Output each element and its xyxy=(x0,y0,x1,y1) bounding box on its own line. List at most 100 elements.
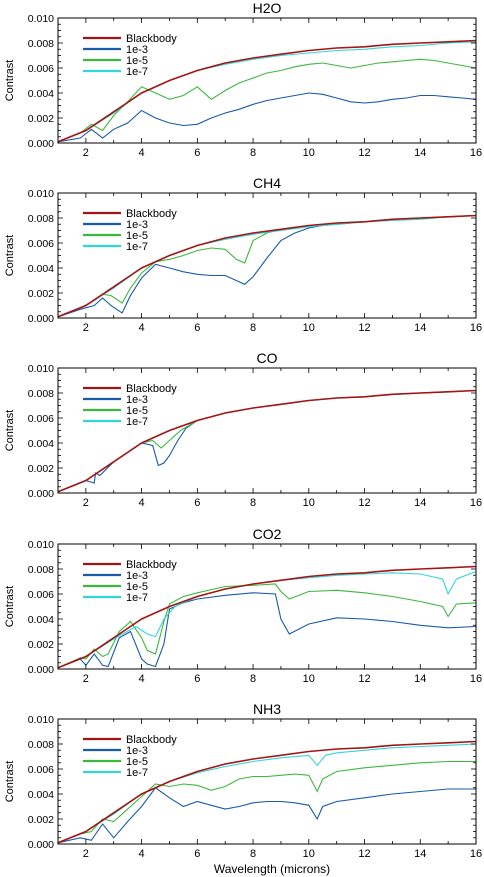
y-tick-label: 0.006 xyxy=(28,413,54,425)
x-tick-label: 14 xyxy=(414,848,426,860)
y-tick-label: 0.000 xyxy=(28,664,54,676)
y-axis-label: Contrast xyxy=(4,235,16,277)
x-tick-label: 8 xyxy=(250,147,256,159)
legend-label: 1e-7 xyxy=(126,241,148,253)
x-tick-label: 4 xyxy=(139,147,145,159)
y-tick-label: 0.008 xyxy=(28,388,54,400)
x-tick-label: 12 xyxy=(358,673,370,685)
y-tick-label: 0.000 xyxy=(28,138,54,150)
legend-label: 1e-3 xyxy=(126,394,148,406)
x-tick-label: 12 xyxy=(358,848,370,860)
legend-label: 1e-7 xyxy=(126,66,148,78)
chart-panel-ch4: CH4 Contrast 2 4 6 8 10 12 14 16 0.000 0.002 0.004 0.… xyxy=(4,175,482,334)
x-tick-label: 4 xyxy=(139,322,145,334)
y-tick-label: 0.008 xyxy=(28,739,54,751)
y-axis-label: Contrast xyxy=(4,60,16,102)
series-line-1e-3 xyxy=(58,92,476,143)
x-tick-label: 2 xyxy=(83,848,89,860)
x-tick-label: 14 xyxy=(414,147,426,159)
legend-label: 1e-7 xyxy=(126,767,148,779)
y-tick-label: 0.006 xyxy=(28,764,54,776)
chart-title: CO2 xyxy=(253,526,282,542)
y-tick-label: 0.004 xyxy=(28,263,54,275)
y-tick-label: 0.004 xyxy=(28,438,54,450)
x-tick-label: 4 xyxy=(139,497,145,509)
series-line-1e-3 xyxy=(58,787,476,844)
chart-panel-nh3: NH3 Contrast 2 4 6 8 10 12 14 16 0.000 0.002 0.004 0.… xyxy=(4,701,482,860)
x-tick-label: 4 xyxy=(139,848,145,860)
panels: H2O Contrast 2 4 6 8 10 12 14 16 0.000 0.002 0.004 0.… xyxy=(4,0,482,860)
x-tick-label: 6 xyxy=(194,673,200,685)
legend-label: 1e-5 xyxy=(126,230,148,242)
x-tick-label: 14 xyxy=(414,497,426,509)
series-line-blackbody xyxy=(58,565,476,669)
x-tick-label: 16 xyxy=(470,147,482,159)
y-tick-label: 0.010 xyxy=(28,539,54,551)
x-tick-label: 6 xyxy=(194,147,200,159)
y-tick-label: 0.006 xyxy=(28,589,54,601)
plot-frame xyxy=(57,718,477,845)
y-tick-label: 0.006 xyxy=(28,63,54,75)
legend-label: Blackbody xyxy=(126,383,177,395)
x-tick-label: 16 xyxy=(470,497,482,509)
legend-label: Blackbody xyxy=(126,734,177,746)
series-line-blackbody xyxy=(58,389,476,493)
legend-label: Blackbody xyxy=(126,33,177,45)
chart-panel-co: CO Contrast 2 4 6 8 10 12 14 16 0.000 0.002 0.004 0.0… xyxy=(4,350,482,509)
series-line-blackbody xyxy=(58,39,476,143)
chart-title: NH3 xyxy=(253,701,281,717)
y-tick-label: 0.004 xyxy=(28,614,54,626)
x-tick-label: 2 xyxy=(83,147,89,159)
y-tick-label: 0.008 xyxy=(28,213,54,225)
x-tick-label: 8 xyxy=(250,673,256,685)
x-tick-label: 2 xyxy=(83,673,89,685)
y-tick-label: 0.002 xyxy=(28,463,54,475)
legend-label: Blackbody xyxy=(126,559,177,571)
x-tick-label: 8 xyxy=(250,848,256,860)
y-tick-label: 0.002 xyxy=(28,814,54,826)
x-tick-label: 12 xyxy=(358,497,370,509)
x-tick-label: 14 xyxy=(414,322,426,334)
series-line-1e-7 xyxy=(58,743,476,844)
series-line-1e-5 xyxy=(58,583,476,669)
x-tick-label: 14 xyxy=(414,673,426,685)
x-tick-label: 8 xyxy=(250,322,256,334)
x-axis-label: Wavelength (microns) xyxy=(214,862,330,876)
x-tick-label: 10 xyxy=(303,497,315,509)
y-axis-label: Contrast xyxy=(4,586,16,628)
x-tick-label: 6 xyxy=(194,848,200,860)
legend-label: 1e-5 xyxy=(126,55,148,67)
y-tick-label: 0.008 xyxy=(28,38,54,50)
series-line-1e-5 xyxy=(58,760,476,844)
y-tick-label: 0.002 xyxy=(28,639,54,651)
x-tick-label: 6 xyxy=(194,497,200,509)
x-tick-label: 16 xyxy=(470,673,482,685)
chart-panel-co2: CO2 Contrast 2 4 6 8 10 12 14 16 0.000 0.002 0.004 0.… xyxy=(4,526,482,685)
legend-label: Blackbody xyxy=(126,208,177,220)
plot-frame xyxy=(57,367,477,494)
x-tick-label: 12 xyxy=(358,147,370,159)
x-tick-label: 8 xyxy=(250,497,256,509)
x-tick-label: 4 xyxy=(139,673,145,685)
x-tick-label: 10 xyxy=(303,673,315,685)
legend-label: 1e-5 xyxy=(126,405,148,417)
x-tick-label: 10 xyxy=(303,147,315,159)
y-tick-label: 0.010 xyxy=(28,13,54,25)
y-tick-label: 0.010 xyxy=(28,714,54,726)
x-tick-label: 2 xyxy=(83,497,89,509)
chart-title: CO xyxy=(257,350,278,366)
legend-label: 1e-5 xyxy=(126,581,148,593)
legend-label: 1e-3 xyxy=(126,219,148,231)
chart-title: H2O xyxy=(253,0,282,16)
plot-frame xyxy=(57,17,477,144)
y-tick-label: 0.010 xyxy=(28,363,54,375)
x-tick-label: 10 xyxy=(303,322,315,334)
y-tick-label: 0.000 xyxy=(28,839,54,851)
y-tick-label: 0.004 xyxy=(28,789,54,801)
y-axis-label: Contrast xyxy=(4,410,16,452)
x-tick-label: 6 xyxy=(194,322,200,334)
x-tick-label: 10 xyxy=(303,848,315,860)
legend-label: 1e-7 xyxy=(126,592,148,604)
y-tick-label: 0.010 xyxy=(28,188,54,200)
legend-label: 1e-7 xyxy=(126,416,148,428)
